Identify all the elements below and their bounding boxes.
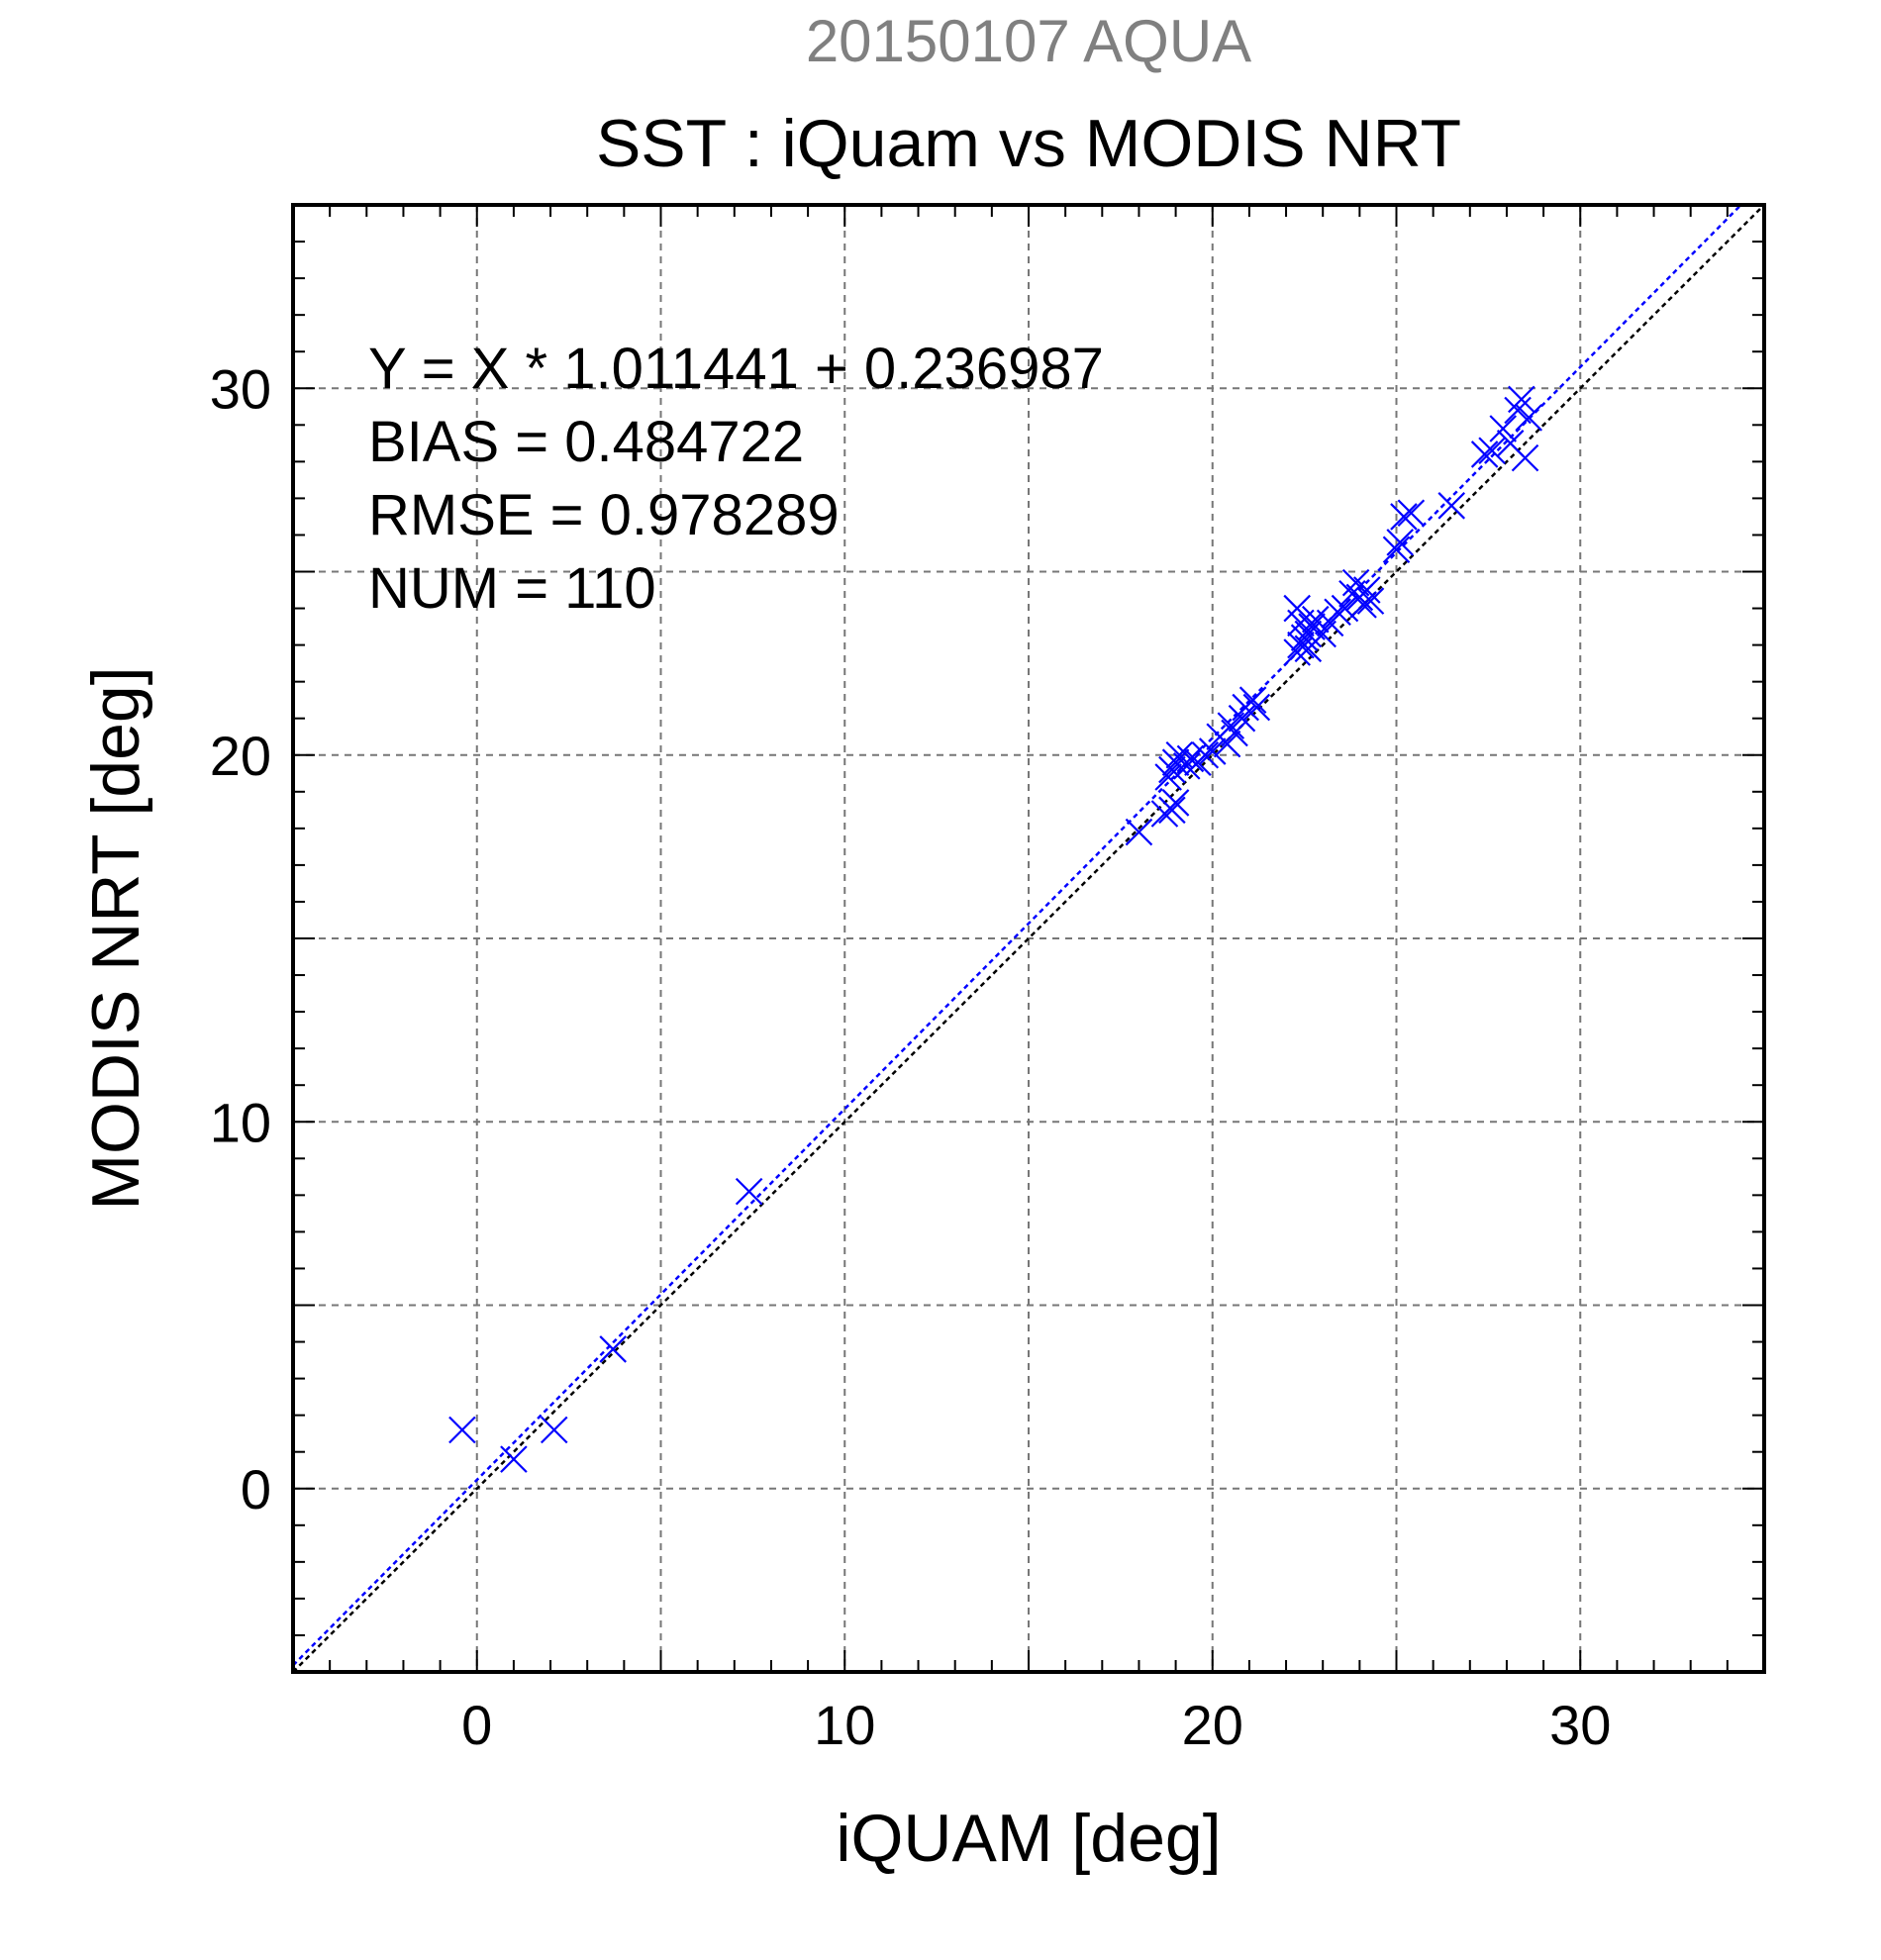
data-point — [1331, 594, 1359, 623]
data-point — [735, 1177, 763, 1206]
data-point-stroke — [1165, 740, 1194, 769]
data-point — [1228, 704, 1256, 733]
data-point-stroke — [1283, 638, 1311, 666]
data-point-stroke — [500, 1445, 528, 1473]
data-point-stroke — [1287, 609, 1315, 637]
data-point-stroke — [1283, 594, 1311, 623]
data-point-stroke — [1125, 818, 1153, 846]
data-point — [1356, 587, 1385, 615]
data-point-stroke — [1154, 763, 1182, 791]
y-tick-label: 10 — [210, 1091, 271, 1153]
data-point-stroke — [1298, 613, 1326, 640]
data-point — [1238, 686, 1267, 714]
data-point — [1470, 441, 1499, 468]
data-point — [1191, 740, 1220, 769]
data-point-stroke — [1221, 719, 1248, 747]
data-point — [500, 1445, 528, 1473]
data-point-stroke — [1496, 430, 1525, 457]
date-label: 20150107 AQUA — [806, 8, 1251, 74]
data-point-stroke — [1172, 752, 1201, 780]
data-point-stroke — [1228, 704, 1256, 733]
x-axis-label: iQUAM [deg] — [836, 1801, 1221, 1876]
data-point-stroke — [1478, 437, 1506, 465]
y-tick-labels: 0 10 20 30 — [210, 357, 271, 1520]
data-point — [1324, 598, 1351, 627]
x-tick-labels: 0 10 20 30 — [461, 1694, 1611, 1756]
x-tick-label: 20 — [1182, 1694, 1243, 1756]
data-point — [1154, 763, 1182, 791]
stats-equation: Y = X * 1.011441 + 0.236987 — [368, 337, 1104, 401]
data-point-stroke — [1341, 568, 1370, 597]
stats-bias: BIAS = 0.484722 — [368, 410, 804, 474]
data-point-stroke — [540, 1416, 568, 1444]
data-point — [1353, 576, 1381, 604]
data-point — [1489, 415, 1518, 442]
data-point — [1390, 503, 1418, 531]
data-point-stroke — [1511, 443, 1539, 472]
data-point-stroke — [1508, 385, 1535, 414]
data-point-stroke — [1331, 594, 1359, 623]
data-point — [599, 1335, 627, 1363]
data-points — [448, 385, 1543, 1473]
identity-line — [293, 205, 1764, 1672]
data-point — [1198, 737, 1227, 765]
data-point-stroke — [1437, 492, 1466, 520]
data-point-stroke — [1397, 499, 1426, 527]
data-point-stroke — [448, 1416, 476, 1444]
chart-title: SST : iQuam vs MODIS NRT — [596, 106, 1461, 181]
stats-num: NUM = 110 — [368, 556, 656, 621]
data-point-stroke — [1242, 693, 1271, 722]
y-tick-label: 20 — [210, 725, 271, 787]
data-point — [1125, 818, 1153, 846]
data-point — [448, 1416, 476, 1444]
data-point-stroke — [1504, 396, 1532, 425]
data-point — [1242, 693, 1271, 722]
data-point-stroke — [1356, 587, 1385, 615]
data-point-stroke — [1191, 740, 1220, 769]
x-tick-label: 30 — [1549, 1694, 1611, 1756]
data-point — [1397, 499, 1426, 527]
data-point — [1158, 796, 1186, 825]
data-point — [1511, 443, 1539, 472]
data-point-stroke — [599, 1335, 627, 1363]
data-point-stroke — [1161, 789, 1190, 817]
data-point — [1508, 385, 1535, 414]
data-point-stroke — [1470, 441, 1499, 468]
plot-frame — [291, 203, 1766, 1674]
data-point-stroke — [1324, 598, 1351, 627]
data-point — [1283, 638, 1311, 666]
y-axis-label: MODIS NRT [deg] — [78, 666, 153, 1210]
stats-block: Y = X * 1.011441 + 0.236987 BIAS = 0.484… — [368, 337, 1104, 621]
data-point — [1386, 529, 1414, 556]
data-point-stroke — [1158, 796, 1186, 825]
grid-lines — [293, 205, 1764, 1672]
data-point-stroke — [1489, 415, 1518, 442]
data-point — [1221, 719, 1248, 747]
data-point — [1382, 536, 1411, 564]
data-point-stroke — [1294, 620, 1323, 648]
data-point-stroke — [1198, 737, 1227, 765]
data-point — [1437, 492, 1466, 520]
x-tick-label: 0 — [461, 1694, 492, 1756]
data-point-stroke — [735, 1177, 763, 1206]
data-point-stroke — [1353, 576, 1381, 604]
stats-rmse: RMSE = 0.978289 — [368, 483, 840, 547]
y-tick-label: 30 — [210, 357, 271, 420]
data-point — [1172, 752, 1201, 780]
data-point-stroke — [1238, 686, 1267, 714]
data-point-stroke — [1515, 404, 1543, 432]
data-point — [1161, 789, 1190, 817]
y-tick-label: 0 — [241, 1458, 271, 1520]
data-point — [1478, 437, 1506, 465]
data-point — [1515, 404, 1543, 432]
data-point-stroke — [1386, 529, 1414, 556]
data-point-stroke — [1390, 503, 1418, 531]
data-point — [1294, 620, 1323, 648]
x-tick-label: 10 — [814, 1694, 875, 1756]
data-point — [540, 1416, 568, 1444]
data-point-stroke — [1382, 536, 1411, 564]
